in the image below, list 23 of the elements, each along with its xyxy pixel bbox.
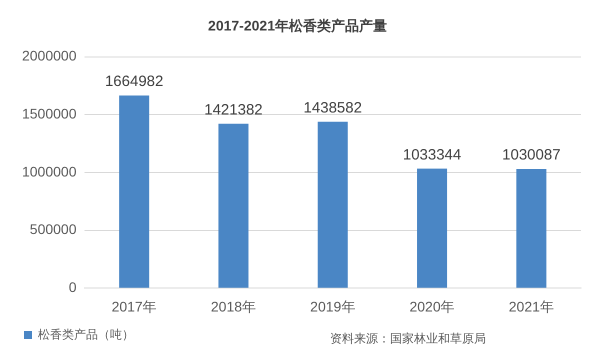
bar xyxy=(417,168,448,288)
data-label: 1421382 xyxy=(204,101,263,118)
data-label: 1033344 xyxy=(402,146,462,164)
chart-title: 2017-2021年松香类产品产量 xyxy=(208,17,387,34)
x-tick-label: 2018年 xyxy=(210,298,256,314)
x-tick-label: 2017年 xyxy=(112,298,157,314)
y-tick-label: 2000000 xyxy=(22,48,77,64)
data-label: 1664982 xyxy=(104,73,164,90)
data-label: 1030087 xyxy=(502,146,561,164)
x-tick-label: 2020年 xyxy=(409,298,455,314)
x-tick-label: 2021年 xyxy=(508,298,554,314)
y-tick-label: 0 xyxy=(68,279,77,296)
x-tick-label: 2019年 xyxy=(310,298,356,314)
y-tick-label: 500000 xyxy=(30,221,77,238)
data-label: 1438582 xyxy=(304,99,362,116)
bar xyxy=(318,122,348,288)
bar xyxy=(218,124,248,288)
bar xyxy=(119,96,150,288)
legend-label: 松香类产品（吨） xyxy=(38,327,134,342)
text: 资料来源：国家林业和草原局 xyxy=(330,331,486,346)
y-tick-label: 1500000 xyxy=(22,106,77,122)
bar xyxy=(516,169,546,288)
y-tick-label: 1000000 xyxy=(22,163,77,180)
